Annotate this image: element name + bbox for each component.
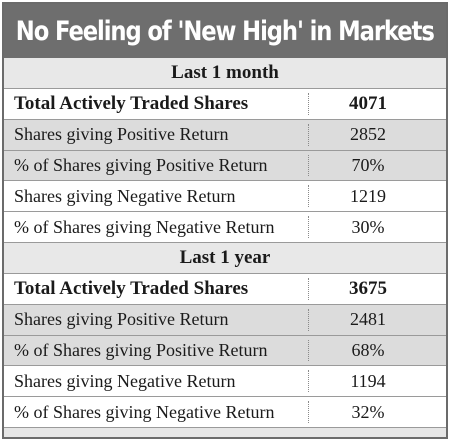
row-label: % of Shares giving Positive Return	[14, 339, 268, 360]
column-divider	[308, 216, 309, 238]
row-value: 2852	[350, 124, 386, 145]
stats-table-card: No Feeling of 'New High' in Markets Last…	[2, 2, 448, 439]
row-label: Shares giving Negative Return	[14, 185, 236, 206]
table-row: Total Actively Traded Shares 3675	[4, 273, 446, 305]
column-divider	[308, 93, 309, 115]
row-label: Total Actively Traded Shares	[14, 277, 249, 299]
table-row: % of Shares giving Negative Return 30%	[4, 212, 446, 243]
row-label: Shares giving Positive Return	[14, 309, 229, 330]
row-label: % of Shares giving Negative Return	[14, 216, 275, 237]
table-row: Shares giving Negative Return 1194	[4, 366, 446, 398]
column-divider	[308, 185, 309, 208]
title-bar: No Feeling of 'New High' in Markets	[4, 4, 446, 58]
table-row: % of Shares giving Positive Return 70%	[4, 150, 446, 182]
column-divider	[308, 308, 309, 331]
row-value: 2481	[350, 309, 386, 330]
table-row: Shares giving Positive Return 2481	[4, 304, 446, 336]
row-value: 3675	[349, 277, 387, 299]
row-value: 70%	[351, 154, 385, 175]
row-value: 68%	[351, 339, 385, 360]
table-row: Total Actively Traded Shares 4071	[4, 89, 446, 120]
table-title: No Feeling of 'New High' in Markets	[16, 15, 435, 47]
table-row: Shares giving Positive Return 2852	[4, 119, 446, 151]
row-value: 30%	[351, 216, 385, 237]
column-divider	[308, 154, 309, 177]
row-value: 4071	[349, 92, 387, 114]
row-label: % of Shares giving Negative Return	[14, 401, 275, 422]
row-value: 32%	[351, 401, 385, 422]
row-label: Shares giving Positive Return	[14, 124, 229, 145]
row-label: Total Actively Traded Shares	[14, 92, 249, 114]
row-value: 1219	[350, 185, 386, 206]
column-divider	[308, 370, 309, 393]
row-label: Shares giving Negative Return	[14, 370, 236, 391]
column-divider	[308, 401, 309, 423]
table-row: Shares giving Negative Return 1219	[4, 181, 446, 213]
table-row: % of Shares giving Negative Return 32%	[4, 397, 446, 428]
row-value: 1194	[350, 370, 386, 391]
section-header-year: Last 1 year	[4, 242, 446, 274]
column-divider	[308, 123, 309, 146]
column-divider	[308, 277, 309, 300]
row-label: % of Shares giving Positive Return	[14, 154, 268, 175]
table-row: % of Shares giving Positive Return 68%	[4, 335, 446, 367]
section-header-month: Last 1 month	[4, 58, 446, 89]
column-divider	[308, 339, 309, 362]
